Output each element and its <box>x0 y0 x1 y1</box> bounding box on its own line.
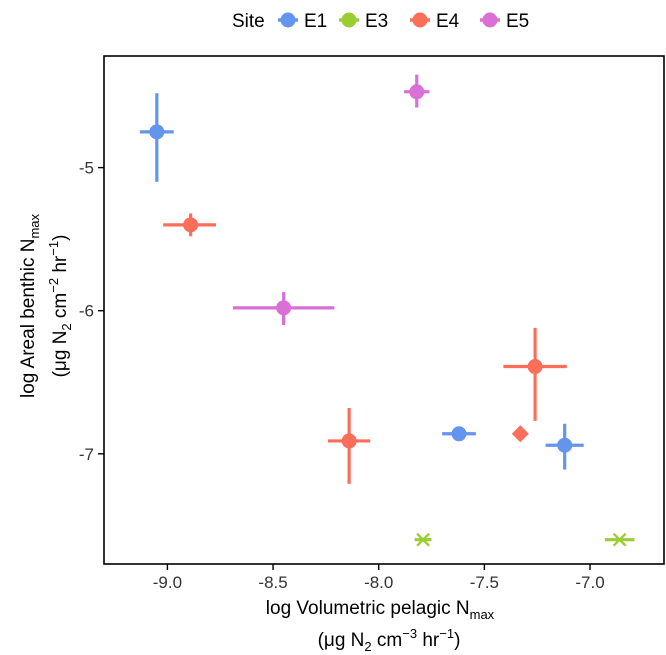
y-tick-label: -6 <box>79 302 94 321</box>
point-E1 <box>451 426 467 442</box>
point-E5 <box>276 300 292 316</box>
x-tick-label: -7.5 <box>470 573 499 592</box>
point-E4 <box>183 217 199 233</box>
x-tick-label: -7.0 <box>575 573 604 592</box>
point-E4 <box>527 359 543 375</box>
legend-key-marker <box>412 12 428 28</box>
plot-panel <box>103 55 665 565</box>
legend-key-marker <box>482 12 498 28</box>
point-E1 <box>557 437 573 453</box>
legend-entry-E1: E1 <box>278 11 327 32</box>
legend-key-marker <box>280 12 296 28</box>
legend-title: Site <box>232 11 265 32</box>
legend-entry-E5: E5 <box>480 11 529 32</box>
point-E3 <box>416 532 430 547</box>
y-tick-label: -7 <box>79 445 94 464</box>
y-axis-label: log Areal benthic Nmax <box>18 213 42 398</box>
x-tick-label: -8.5 <box>258 573 287 592</box>
point-E3 <box>612 532 627 547</box>
x-tick-label: -9.0 <box>153 573 182 592</box>
point-E5 <box>409 84 425 100</box>
legend-label: E4 <box>436 11 460 32</box>
x-axis-label: log Volumetric pelagic Nmax <box>266 598 495 622</box>
legend-label: E3 <box>365 11 388 32</box>
legend-entry-E4: E4 <box>410 11 460 32</box>
point-E4 <box>341 433 357 449</box>
legend-key-marker <box>341 12 357 28</box>
data-points <box>149 84 627 547</box>
y-axis-units: (μg N2 cm−2 hr−1) <box>46 235 74 378</box>
point-E4 <box>511 425 529 443</box>
x-axis-units: (μg N2 cm−3 hr−1) <box>318 626 461 654</box>
legend-label: E5 <box>506 11 529 32</box>
legend-entry-E3: E3 <box>339 11 388 32</box>
legend: Site E1 E3 E4 E5 <box>232 11 529 32</box>
y-tick-label: -5 <box>79 159 94 178</box>
axis-ticks: -9.0 -8.5 -8.0 -7.5 -7.0 -5 -6 -7 <box>79 159 605 592</box>
point-E1 <box>149 124 165 140</box>
legend-label: E1 <box>304 11 327 32</box>
x-tick-label: -8.0 <box>364 573 393 592</box>
